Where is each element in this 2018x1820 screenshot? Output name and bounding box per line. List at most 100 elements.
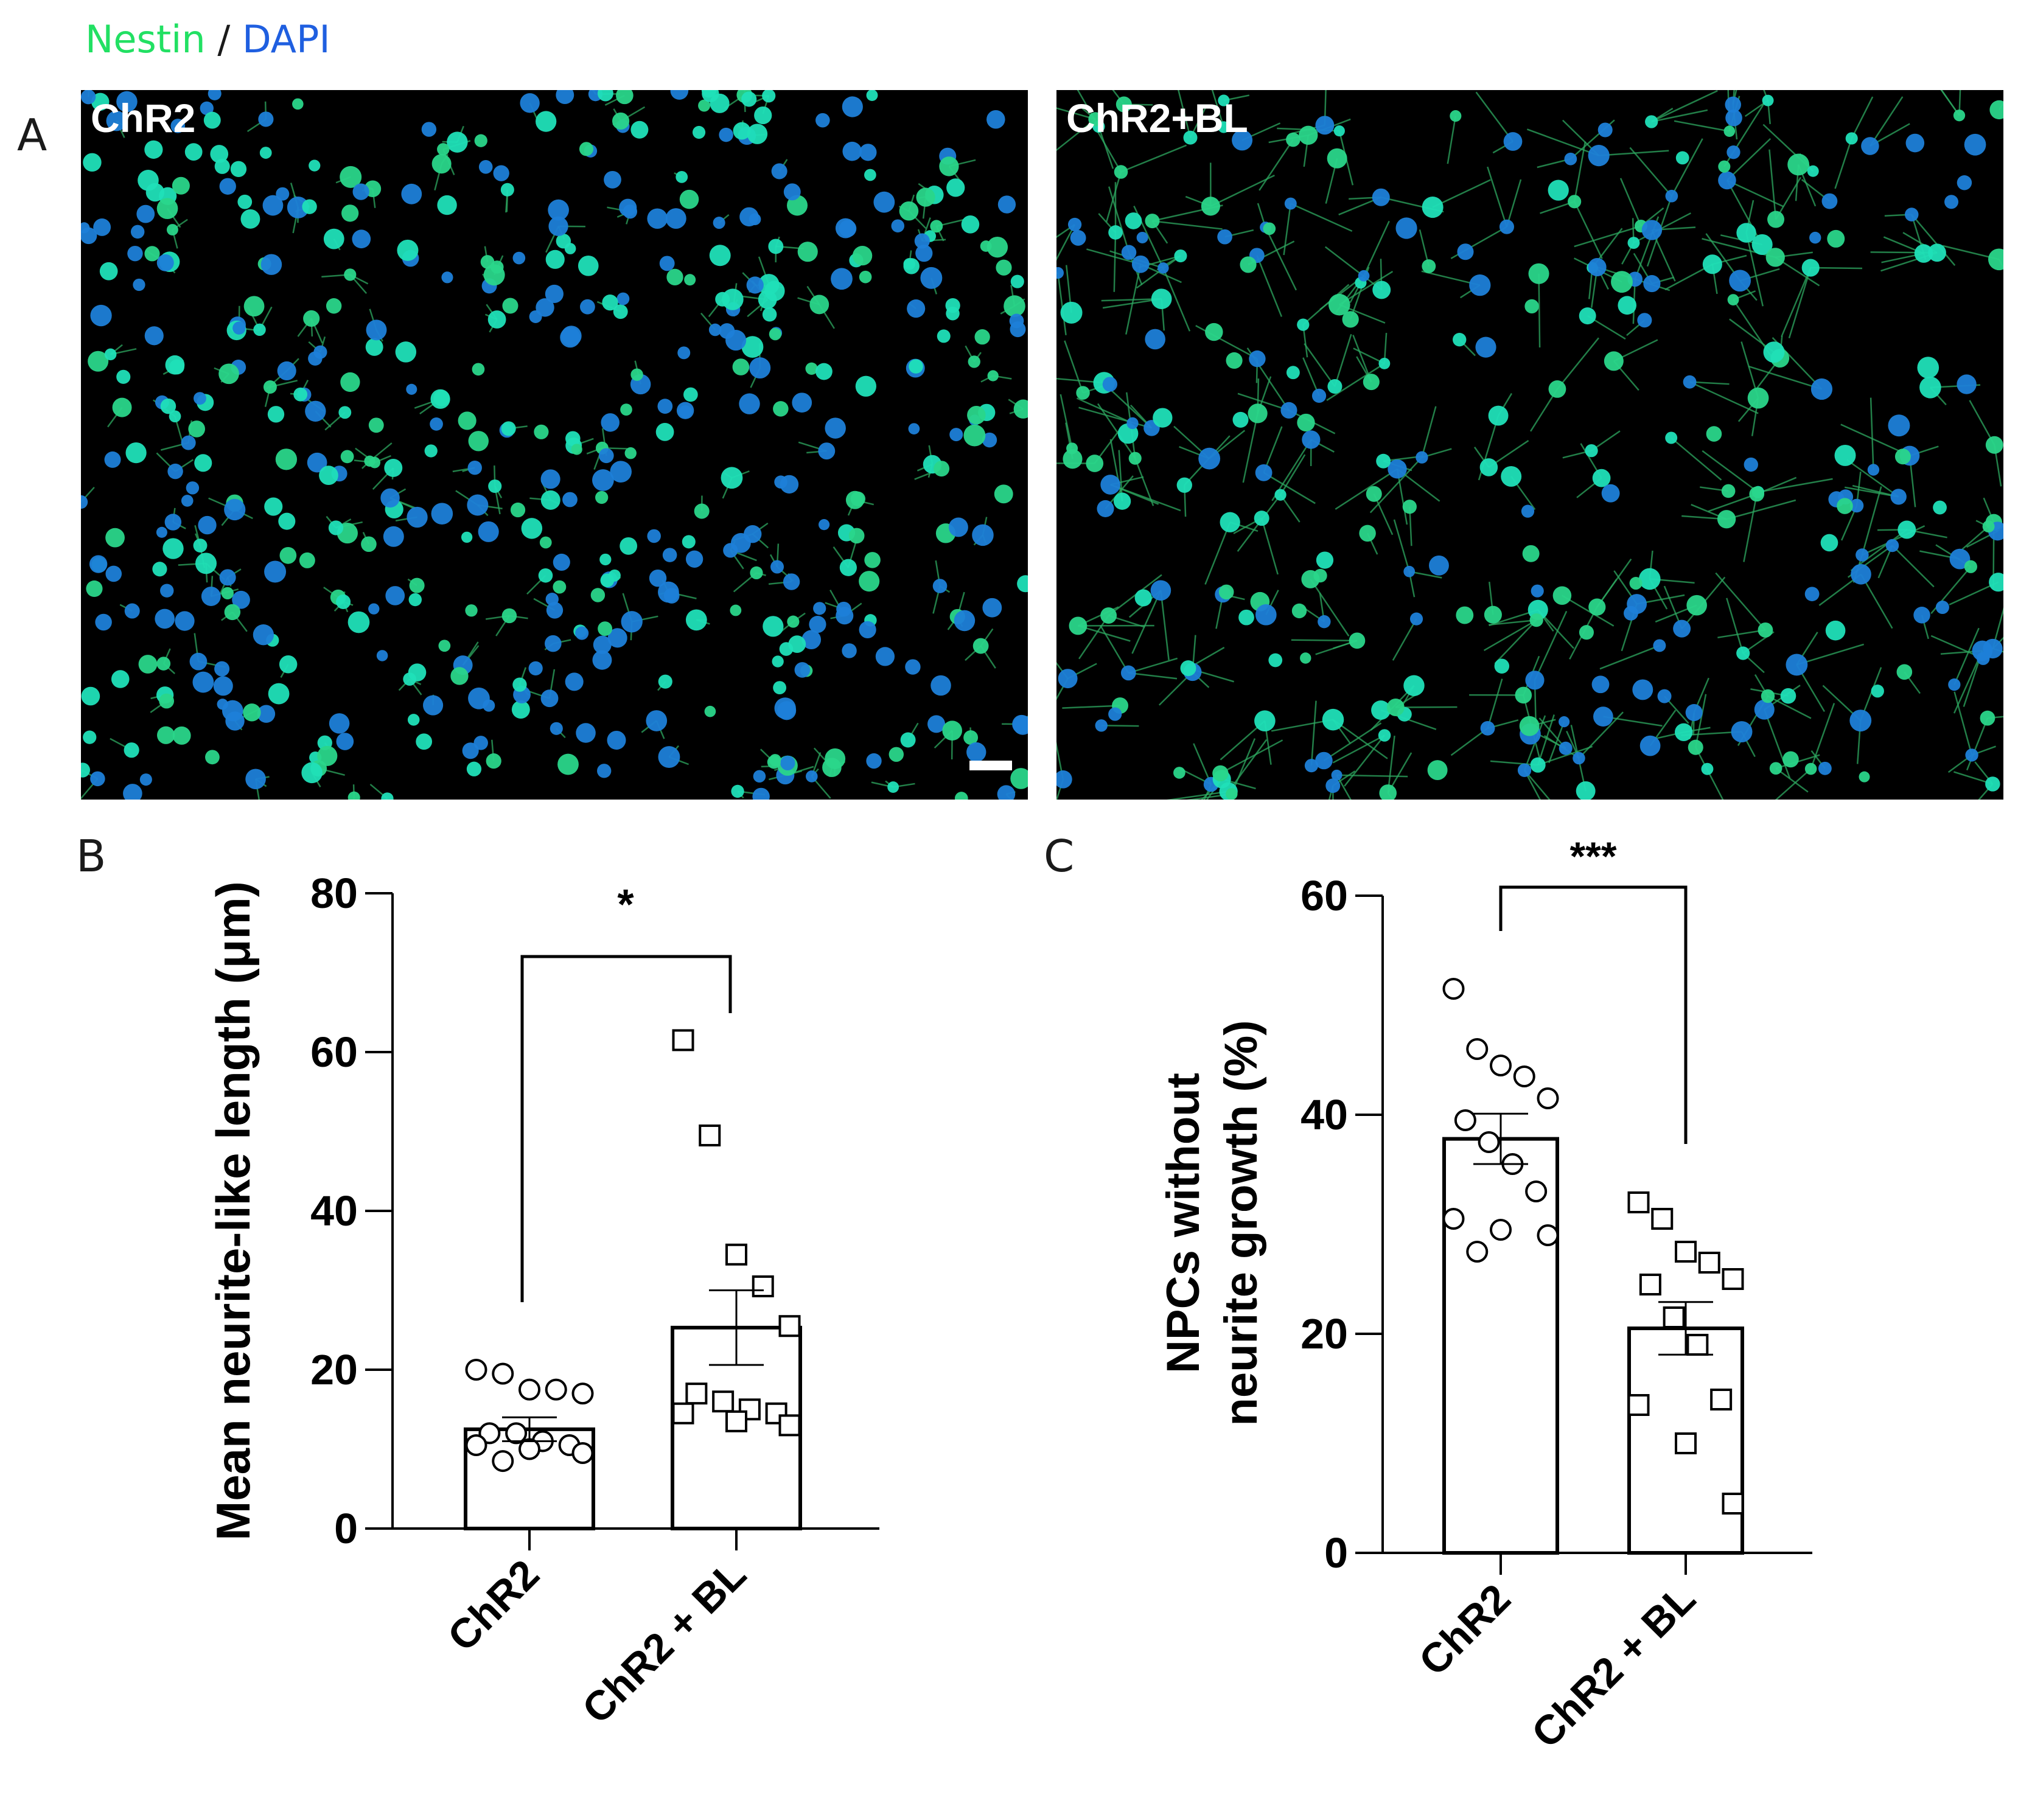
cell-body [792, 392, 812, 413]
cell-body [1702, 254, 1722, 274]
cell-body [987, 370, 999, 382]
neurite [1057, 273, 1067, 336]
y-tick-label: 60 [1301, 872, 1348, 919]
cell-body [1248, 403, 1268, 424]
cell-body [961, 215, 980, 234]
neurite [1291, 639, 1357, 642]
cell-body [192, 671, 214, 693]
cell-body [1749, 486, 1765, 502]
cell-body [769, 327, 782, 341]
cell-body [172, 726, 191, 745]
cell-body [474, 134, 487, 147]
cell-body [1503, 132, 1523, 151]
cell-body [565, 672, 584, 691]
cell-body [1297, 318, 1310, 331]
data-point [518, 1378, 540, 1401]
cell-body [1108, 707, 1122, 721]
cell-body [1611, 271, 1633, 293]
neurite [1112, 90, 1125, 105]
cell-body [1488, 405, 1509, 426]
neurite [1768, 149, 1777, 220]
cell-body [156, 526, 167, 538]
cell-body [1898, 520, 1916, 539]
neurite [1726, 598, 1744, 654]
cell-body [1845, 132, 1858, 145]
cell-body [1363, 374, 1380, 391]
cell-body [123, 784, 142, 800]
data-point [465, 1434, 487, 1456]
bar [1442, 1137, 1559, 1555]
neurite [1870, 397, 1874, 470]
cell-body [1327, 148, 1347, 169]
cell-body [613, 304, 628, 319]
cell-body [1180, 660, 1196, 677]
cell-body [198, 515, 217, 535]
cell-body [815, 363, 833, 380]
cell-body [240, 209, 260, 229]
neurite [1332, 734, 1385, 764]
cell-body [347, 791, 360, 800]
cell-body [809, 295, 829, 315]
cell-body [487, 310, 506, 329]
neurite [1796, 643, 1865, 666]
cell-body [1372, 281, 1391, 299]
neurite [1432, 179, 1491, 208]
cell-body [1627, 594, 1647, 615]
neurite [1556, 337, 1599, 390]
cell-body [1069, 616, 1088, 635]
cell-body [1604, 351, 1624, 371]
cell-body [852, 245, 873, 266]
cell-body [561, 326, 582, 346]
data-point [571, 1442, 594, 1465]
cell-body [1218, 584, 1234, 600]
cell-body [620, 403, 632, 416]
cell-body [1403, 675, 1425, 696]
cell-body [914, 233, 930, 249]
cell-body [986, 110, 1005, 129]
cell-body [732, 358, 750, 375]
neurite [1128, 672, 1178, 680]
cell-body [1183, 130, 1198, 145]
cell-body [939, 156, 959, 176]
neurite [1861, 486, 1882, 556]
cell-body [1378, 357, 1391, 369]
neurite [1450, 727, 1489, 756]
data-point [738, 1398, 761, 1421]
cell-body [982, 598, 1002, 618]
neurite [1195, 325, 1258, 360]
cell-body [1484, 605, 1502, 624]
cell-body [1359, 525, 1376, 542]
cell-body [155, 608, 175, 629]
cell-body [1316, 551, 1334, 569]
cell-body [1786, 654, 1808, 676]
neurite [1056, 661, 1069, 679]
micrograph-chr2-bl: ChR2+BL [1056, 90, 2003, 800]
data-point [699, 1124, 721, 1147]
cell-body [1524, 299, 1539, 314]
neurite [1369, 456, 1423, 514]
cell-body [323, 228, 344, 249]
neurite [1689, 381, 1759, 414]
cell-body [1944, 195, 1959, 209]
cell-body [1475, 336, 1496, 358]
cell-body [809, 616, 826, 633]
neurite [1363, 220, 1390, 276]
cell-body [361, 536, 377, 553]
neurite [1860, 574, 1893, 629]
cell-body [864, 552, 881, 568]
cell-body [946, 178, 965, 197]
neurite [1489, 619, 1537, 626]
cell-body [607, 730, 626, 750]
cell-body [974, 329, 990, 345]
cell-body [275, 448, 298, 470]
cell-body [1501, 465, 1522, 487]
neurite [1767, 695, 1812, 719]
neurite [1494, 619, 1537, 664]
neurite [1810, 703, 1835, 769]
neurite [1869, 96, 1904, 147]
cell-body [328, 520, 344, 535]
y-axis-label-line1: NPCs without [1157, 1073, 1209, 1373]
cell-body [1721, 484, 1736, 498]
cell-body [612, 112, 630, 130]
cell-body [1597, 122, 1613, 138]
